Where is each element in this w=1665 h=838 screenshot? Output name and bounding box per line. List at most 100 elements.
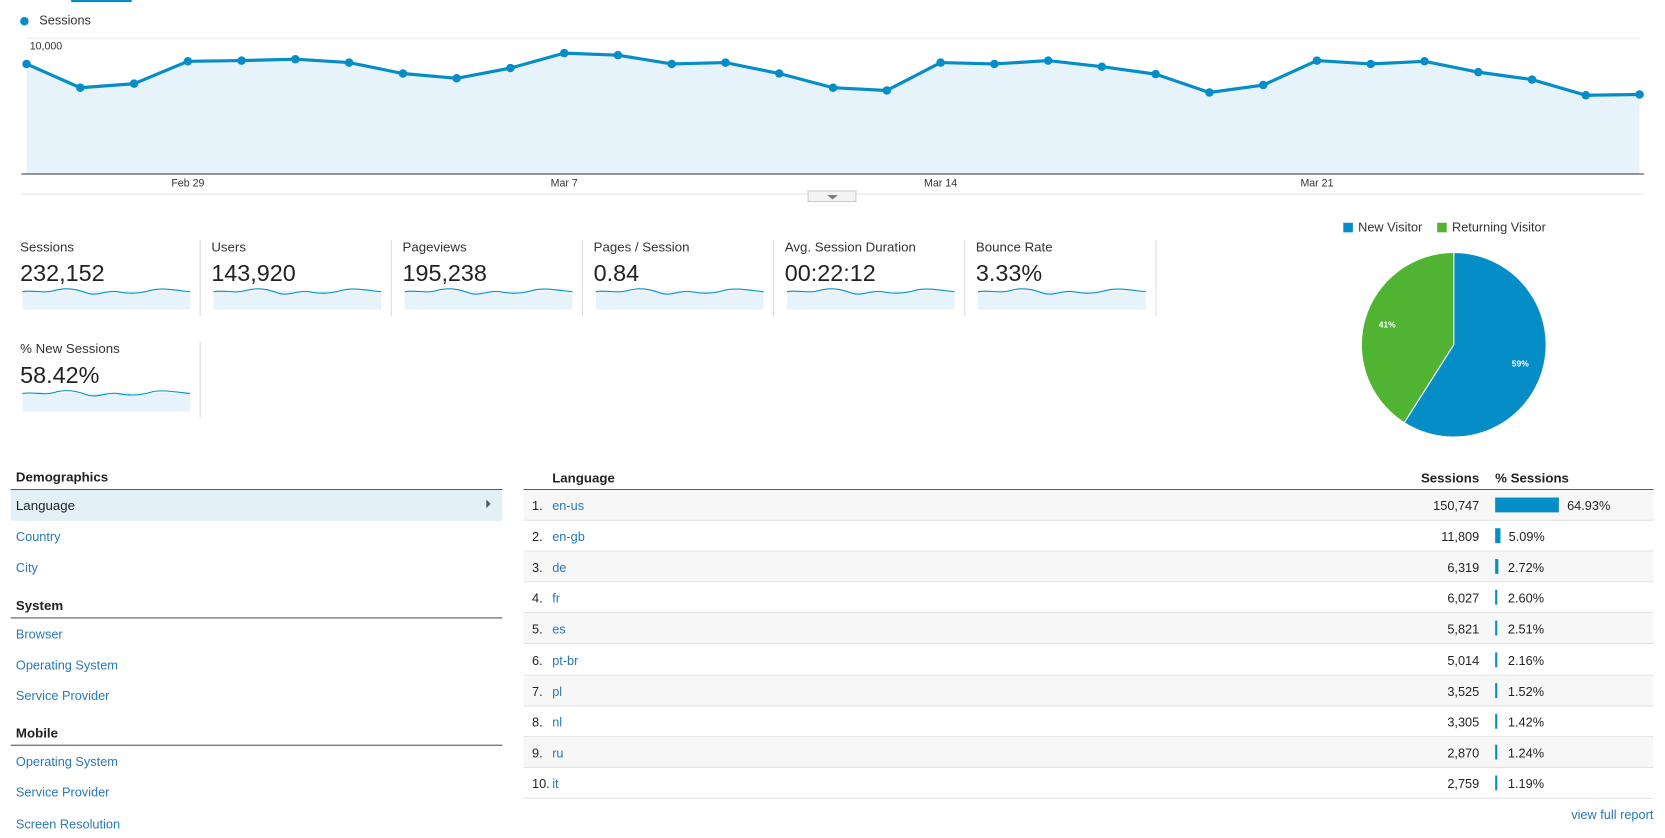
share-bar	[1495, 651, 1498, 667]
table-header: Language	[552, 470, 615, 486]
legend-label: Sessions	[39, 13, 91, 28]
point	[990, 59, 999, 69]
share-label: 1.24%	[1507, 745, 1545, 761]
sparkline-line	[978, 288, 1146, 295]
table-rule	[523, 489, 1654, 491]
language[interactable]: en-us	[552, 498, 585, 514]
nav-item[interactable]: Language	[15, 498, 75, 514]
table-row	[523, 613, 1654, 645]
point	[1527, 75, 1537, 84]
share-bar	[1495, 559, 1498, 575]
tab-indicator	[71, 0, 132, 3]
share-bar	[1495, 713, 1497, 729]
nav-item[interactable]: Operating System	[15, 754, 118, 770]
point	[1635, 90, 1644, 99]
rank: 8.	[532, 714, 543, 730]
scorecard-label: Avg. Session Duration	[784, 239, 916, 255]
language[interactable]: es	[552, 622, 566, 637]
nav-item[interactable]: Browser	[15, 626, 63, 642]
x-tick-label: Feb 29	[171, 177, 204, 189]
sessions: 150,747	[1433, 498, 1480, 514]
sparkline	[978, 288, 1146, 310]
language[interactable]: en-gb	[552, 529, 585, 545]
share-label: 1.19%	[1507, 776, 1545, 792]
table-header: Sessions	[1420, 470, 1480, 486]
view-full-report[interactable]: view full report	[1571, 807, 1654, 823]
nav-item[interactable]: Service Provider	[15, 785, 110, 801]
nav-item[interactable]: Operating System	[15, 657, 118, 673]
language[interactable]: fr	[552, 591, 560, 607]
point	[721, 58, 730, 67]
sessions: 2,759	[1447, 776, 1480, 792]
nav-selected-bg	[10, 490, 503, 521]
point	[775, 69, 784, 78]
point	[129, 79, 139, 88]
share-label: 1.42%	[1507, 714, 1545, 730]
table-row	[523, 675, 1654, 707]
sparkline	[404, 288, 573, 310]
scorecard-label: Pageviews	[402, 239, 467, 255]
share-label: 2.72%	[1507, 560, 1545, 576]
card-divider	[390, 239, 392, 317]
point	[1151, 69, 1160, 79]
nav-item[interactable]: Country	[15, 529, 61, 545]
nav-item[interactable]: Service Provider	[15, 688, 110, 704]
language[interactable]: it	[552, 776, 559, 792]
table-row	[523, 520, 1654, 552]
share-bar	[1495, 682, 1497, 698]
point	[1420, 57, 1429, 66]
point	[344, 58, 354, 67]
point	[1366, 59, 1375, 69]
scorecard-label: Bounce Rate	[975, 239, 1053, 255]
x-tick-label: Mar 7	[551, 177, 578, 189]
rank: 5.	[532, 622, 543, 637]
nav-rule	[10, 489, 503, 491]
nav-item[interactable]: Screen Resolution	[15, 816, 121, 832]
language[interactable]: nl	[552, 714, 563, 730]
sparkline-line	[22, 390, 191, 397]
nav-arrow	[486, 499, 491, 509]
point	[22, 59, 31, 69]
card-divider	[581, 239, 583, 317]
point	[1474, 67, 1483, 77]
rank: 3.	[532, 560, 543, 576]
sparkline-area	[978, 290, 1146, 310]
share-bar	[1495, 744, 1497, 760]
share-label: 64.93%	[1567, 498, 1611, 514]
point	[76, 83, 85, 92]
scorecard-label: Sessions	[20, 239, 75, 255]
share-label: 5.09%	[1508, 529, 1545, 545]
table-row	[523, 490, 1654, 521]
sessions: 6,319	[1447, 560, 1480, 576]
scorecard-value: 3.33%	[975, 259, 1043, 287]
language[interactable]: ru	[552, 745, 564, 761]
pie-slice	[1403, 251, 1547, 438]
sparkline-line	[22, 288, 191, 295]
point	[1581, 90, 1591, 100]
sparkline-line	[404, 288, 573, 295]
rank: 7.	[532, 683, 543, 699]
sparkline-line	[595, 288, 764, 295]
rank: 10.	[532, 776, 550, 792]
y-tick-label: 10,000	[30, 40, 63, 52]
point	[882, 86, 892, 95]
nav-heading: Demographics	[15, 469, 109, 485]
nav-item[interactable]: City	[15, 560, 38, 576]
language[interactable]: pl	[552, 683, 563, 699]
point	[613, 50, 623, 60]
scorecard-label: Users	[211, 239, 246, 255]
point	[237, 56, 246, 65]
table-row	[523, 706, 1654, 737]
language[interactable]: pt-br	[552, 652, 579, 668]
legend-swatch	[1343, 222, 1353, 233]
point	[506, 63, 515, 73]
sessions: 2,870	[1447, 745, 1480, 761]
collapse-arrow	[827, 195, 838, 200]
rank: 1.	[532, 498, 543, 514]
sessions: 3,525	[1447, 683, 1480, 699]
table-row	[523, 737, 1654, 768]
card-divider	[199, 239, 201, 317]
language[interactable]: de	[552, 560, 567, 576]
